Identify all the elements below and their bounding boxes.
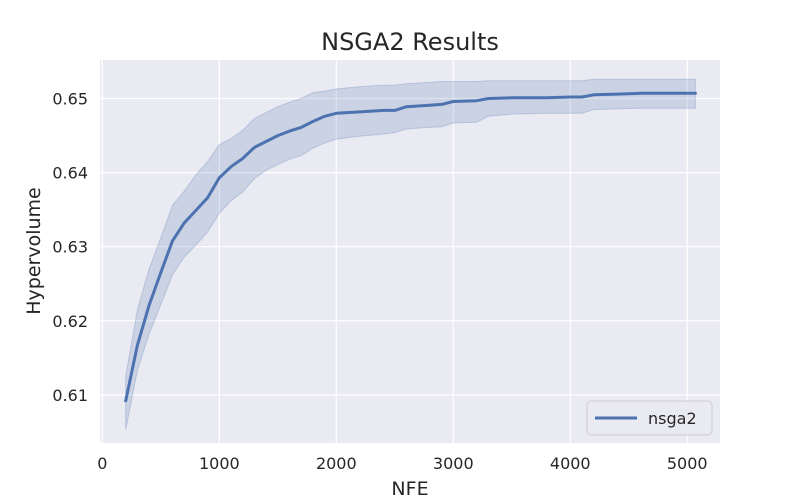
y-tick-label: 0.63 (52, 238, 88, 257)
series-line-layer (124, 91, 697, 403)
legend: nsga2 (586, 400, 713, 436)
series-line-nsga2 (124, 91, 697, 403)
x-tick-label: 1000 (199, 454, 240, 473)
x-tick-label: 3000 (433, 454, 474, 473)
gridlines (100, 60, 720, 443)
confidence-band-layer (125, 78, 696, 430)
x-axis-label: NFE (391, 478, 428, 500)
x-tick-label: 5000 (667, 454, 708, 473)
y-tick-label: 0.62 (52, 312, 88, 331)
y-axis-ticks: 0.61 0.62 0.63 0.64 0.65 (52, 90, 88, 405)
y-axis-label: Hypervolume (23, 187, 45, 314)
y-tick-label: 0.65 (52, 90, 88, 109)
confidence-band-nsga2 (125, 78, 696, 430)
x-axis-ticks: 0 1000 2000 3000 4000 5000 (97, 454, 707, 473)
y-tick-label: 0.61 (52, 386, 88, 405)
x-tick-label: 0 (97, 454, 107, 473)
x-tick-label: 2000 (316, 454, 357, 473)
x-tick-label: 4000 (550, 454, 591, 473)
legend-box (586, 400, 713, 436)
plot-area (100, 60, 720, 443)
legend-label-nsga2: nsga2 (648, 409, 697, 428)
y-tick-label: 0.64 (52, 164, 88, 183)
chart-title: NSGA2 Results (321, 28, 499, 56)
